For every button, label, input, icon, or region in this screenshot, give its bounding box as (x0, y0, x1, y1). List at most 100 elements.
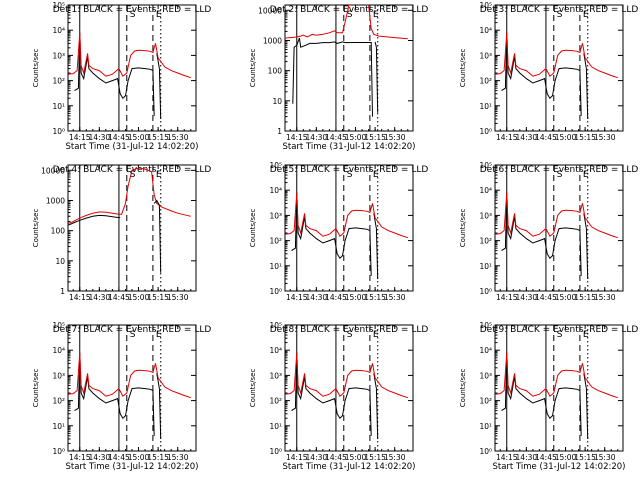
x-tick-label: 15:00 (128, 133, 150, 142)
marker-symbol: E (156, 170, 162, 180)
y-axis-label: Counts/sec (249, 49, 257, 88)
y-tick-label: 1 (60, 287, 65, 296)
x-tick-label: 14:30 (306, 453, 328, 462)
y-tick-label: 100 (268, 67, 283, 76)
panel-title: Det 6: BLACK = Events, RED = LLD (480, 165, 639, 175)
y-tick-label: 10¹ (479, 422, 492, 431)
series-events-line (74, 352, 162, 440)
y-tick-label: 10⁴ (52, 26, 65, 35)
y-tick-label: 1000 (46, 196, 65, 205)
y-axis-label: Counts/sec (32, 209, 40, 248)
x-tick-label: 15:00 (345, 133, 367, 142)
x-axis-label: Start Time (31-Jul-12 14:02:20) (66, 142, 199, 152)
series-group (495, 32, 618, 120)
x-tick-label: 14:30 (516, 133, 538, 142)
x-tick-label: 15:30 (167, 293, 189, 302)
y-tick-label: 1 (277, 127, 282, 136)
y-tick-label: 10¹ (52, 102, 65, 111)
x-tick-label: 15:15 (364, 293, 386, 302)
marker-symbol: E (156, 10, 162, 20)
panel-title: Det 7: BLACK = Events, RED = LLD (53, 325, 212, 335)
x-tick-label: 14:45 (108, 293, 130, 302)
marker-symbol: S (347, 330, 353, 340)
y-tick-label: 10¹ (479, 262, 492, 271)
marker-symbol: E (583, 10, 589, 20)
x-tick-label: 15:15 (574, 133, 596, 142)
x-tick-label: 14:45 (325, 453, 347, 462)
x-tick-label: 14:15 (69, 453, 91, 462)
y-tick-label: 10⁵ (269, 321, 282, 330)
marker-symbol: S (557, 10, 563, 20)
x-tick-label: 15:30 (167, 133, 189, 142)
x-tick-label: 14:45 (108, 453, 130, 462)
x-tick-label: 15:30 (594, 133, 616, 142)
x-tick-label: 15:15 (574, 453, 596, 462)
plot-frame (494, 4, 624, 132)
y-tick-label: 10² (479, 397, 492, 406)
series-lld-line (68, 32, 191, 79)
x-tick-label: 15:00 (555, 133, 577, 142)
marker-symbol: S (557, 170, 563, 180)
series-group (68, 167, 191, 273)
x-tick-label: 15:30 (594, 293, 616, 302)
marker-symbol: S (347, 170, 353, 180)
y-tick-label: 10⁵ (479, 321, 492, 330)
y-tick-label: 10¹ (52, 422, 65, 431)
y-tick-label: 10³ (479, 51, 492, 60)
x-tick-label: 14:15 (496, 133, 518, 142)
x-axis-label: Start Time (31-Jul-12 14:02:20) (66, 462, 199, 472)
y-tick-label: 10⁵ (269, 161, 282, 170)
x-tick-label: 14:15 (286, 133, 308, 142)
series-events-line (501, 352, 589, 440)
y-tick-label: 10⁵ (479, 1, 492, 10)
y-tick-label: 10⁰ (269, 447, 282, 456)
panel-title: Det 1: BLACK = Events, RED = LLD (53, 5, 212, 15)
x-tick-label: 15:30 (594, 453, 616, 462)
series-events-line (501, 32, 589, 120)
marker-symbol: S (130, 330, 136, 340)
panel-title: Det 8: BLACK = Events, RED = LLD (270, 325, 429, 335)
y-tick-label: 10³ (479, 211, 492, 220)
x-tick-label: 14:30 (306, 133, 328, 142)
y-tick-label: 10³ (52, 51, 65, 60)
y-axis-label: Counts/sec (32, 49, 40, 88)
series-events-line (153, 199, 162, 273)
y-tick-label: 10² (479, 77, 492, 86)
y-tick-label: 10¹ (269, 262, 282, 271)
y-tick-label: 100 (51, 227, 66, 236)
marker-symbol: E (373, 330, 379, 340)
y-tick-label: 10⁴ (479, 186, 492, 195)
marker-symbol: E (373, 170, 379, 180)
x-tick-label: 14:15 (286, 453, 308, 462)
x-tick-label: 15:15 (147, 453, 169, 462)
series-events-line (292, 37, 379, 117)
plot-frame (67, 4, 197, 132)
marker-symbol: E (156, 330, 162, 340)
y-tick-label: 10³ (269, 371, 282, 380)
y-tick-label: 10² (52, 77, 65, 86)
x-tick-label: 14:15 (69, 293, 91, 302)
x-tick-label: 14:45 (535, 453, 557, 462)
x-tick-label: 15:00 (128, 293, 150, 302)
plot-frame (67, 324, 197, 452)
y-tick-label: 10⁰ (479, 447, 492, 456)
x-tick-label: 14:45 (535, 133, 557, 142)
y-tick-label: 10⁰ (479, 287, 492, 296)
y-tick-label: 10⁰ (269, 287, 282, 296)
y-tick-label: 10000 (258, 6, 282, 15)
y-axis-label: Counts/sec (459, 369, 467, 408)
x-tick-label: 14:30 (516, 453, 538, 462)
marker-symbol: S (130, 10, 136, 20)
y-axis-label: Counts/sec (249, 209, 257, 248)
x-tick-label: 14:30 (516, 293, 538, 302)
y-tick-label: 10⁵ (52, 1, 65, 10)
x-tick-label: 14:45 (325, 293, 347, 302)
series-group (285, 352, 408, 440)
x-tick-label: 15:30 (167, 453, 189, 462)
